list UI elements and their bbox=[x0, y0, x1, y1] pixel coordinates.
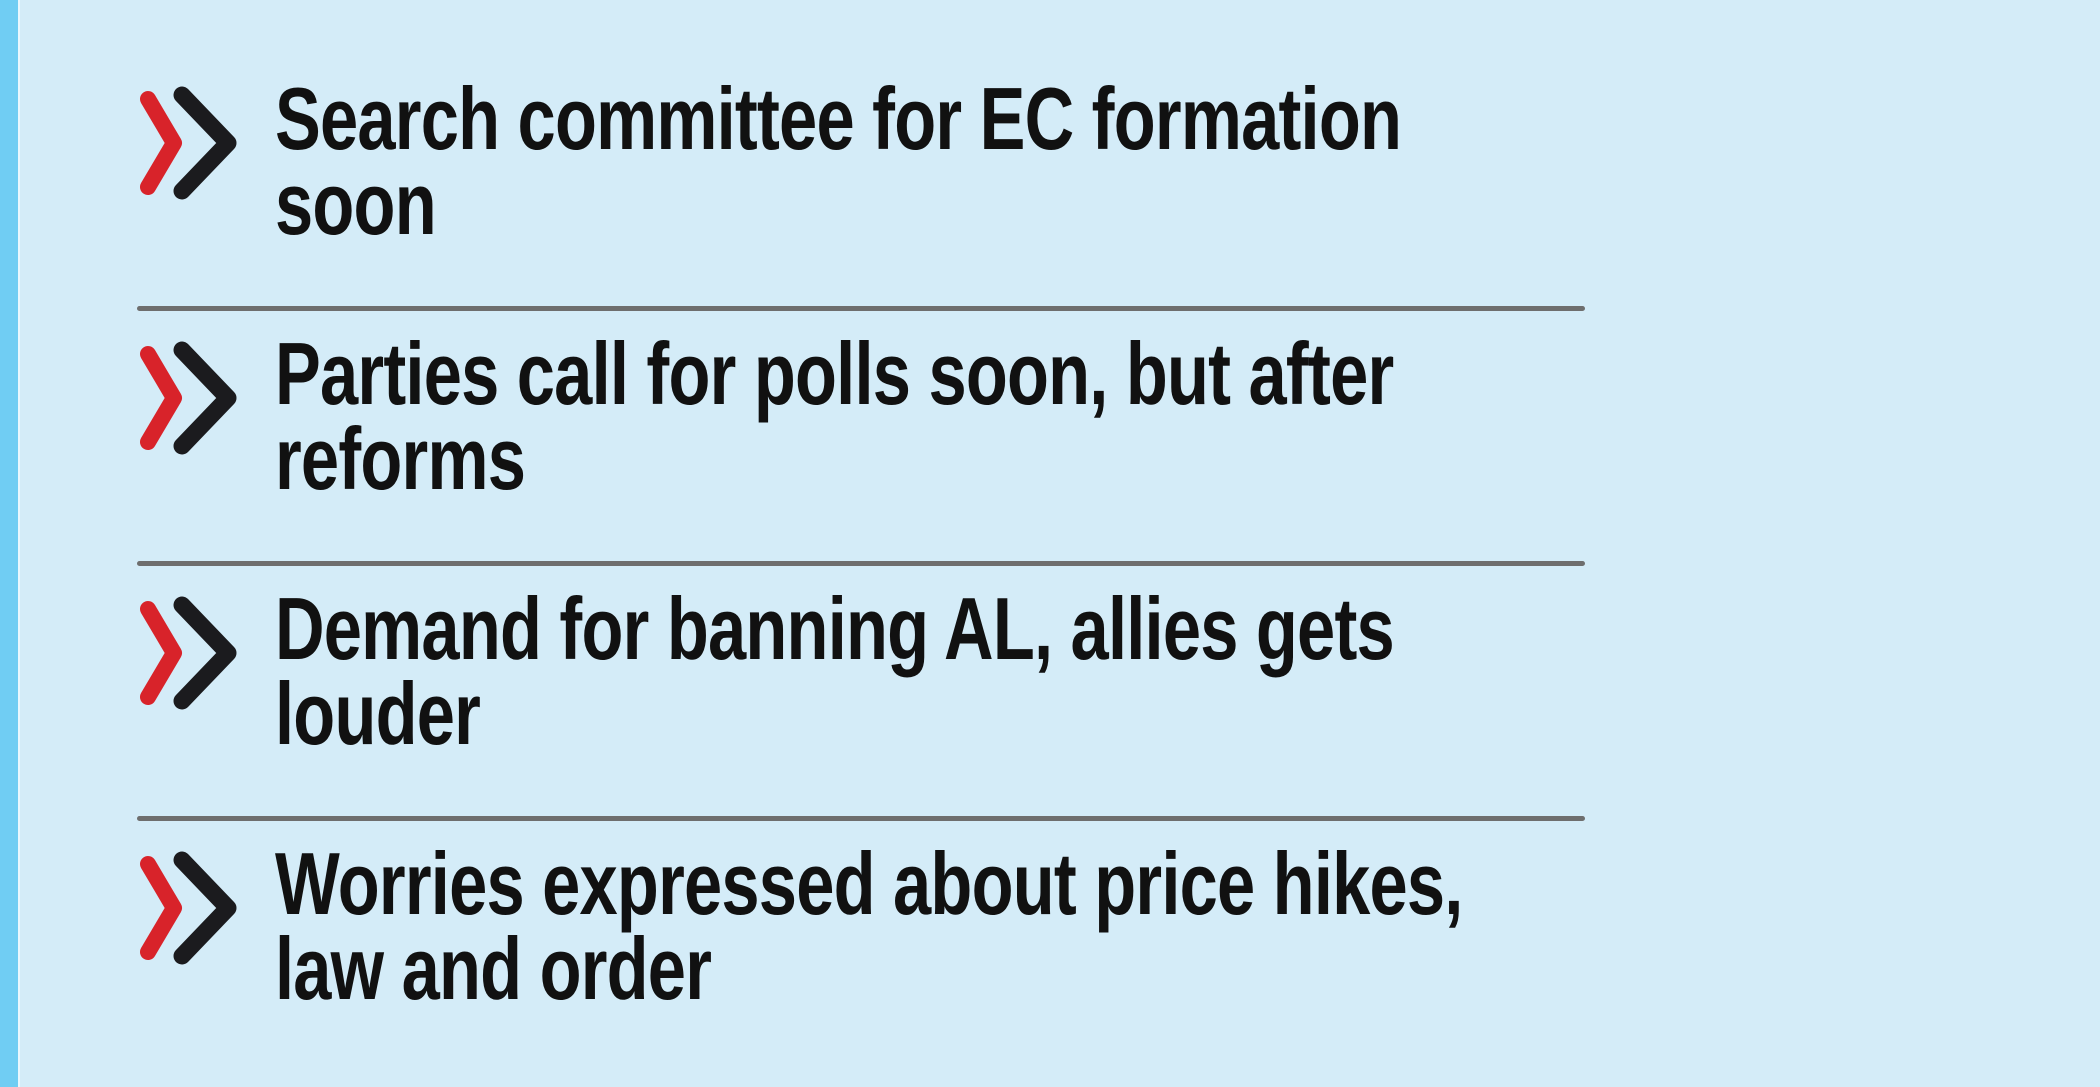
double-chevron-icon bbox=[140, 341, 238, 455]
bullet-text: Parties call for polls soon, but after r… bbox=[275, 324, 1394, 508]
left-accent-bar bbox=[0, 0, 20, 1087]
double-chevron-icon bbox=[140, 596, 238, 710]
bullet-item: Search committee for EC formation soon bbox=[0, 69, 2100, 286]
bullet-text: Demand for banning AL, allies gets loude… bbox=[275, 579, 1395, 763]
news-highlights-panel: Search committee for EC formation soon P… bbox=[0, 69, 2100, 1051]
bullet-item: Worries expressed about price hikes, law… bbox=[0, 834, 2100, 1051]
divider bbox=[137, 816, 1585, 821]
bullet-item: Parties call for polls soon, but after r… bbox=[0, 324, 2100, 541]
divider bbox=[137, 561, 1585, 566]
double-chevron-icon bbox=[140, 851, 238, 965]
bullet-item: Demand for banning AL, allies gets loude… bbox=[0, 579, 2100, 796]
double-chevron-icon bbox=[140, 86, 238, 200]
divider bbox=[137, 306, 1585, 311]
bullet-text: Search committee for EC formation soon bbox=[275, 69, 1402, 253]
bullet-text: Worries expressed about price hikes, law… bbox=[275, 834, 1463, 1018]
